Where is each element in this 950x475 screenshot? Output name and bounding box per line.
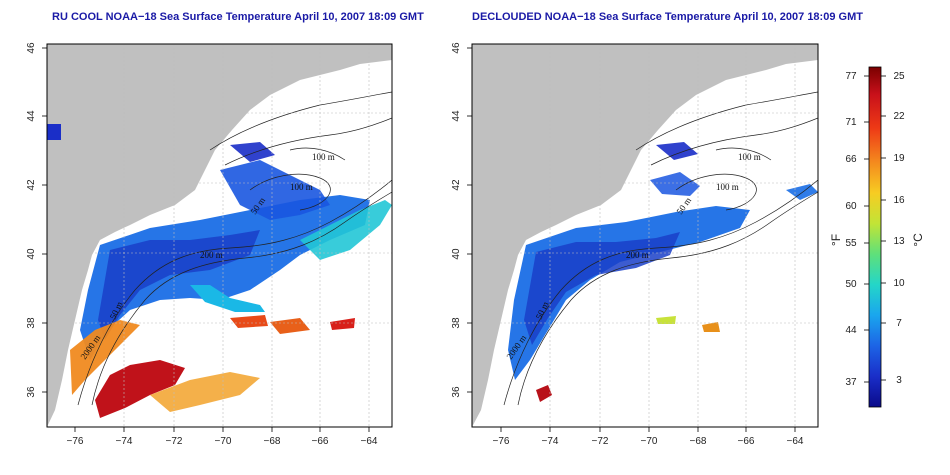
colorbar-f-tick: 66 bbox=[845, 154, 857, 165]
left-x-axis: −76 −74 −72 −70 −68 −66 −64 bbox=[67, 427, 378, 447]
x-tick-label: −68 bbox=[264, 436, 281, 447]
right-map-panel: 100 m 100 m 200 m 50 m 2000 m 50 m −76 −… bbox=[451, 42, 819, 447]
right-contour-label: 100 m bbox=[738, 152, 761, 162]
x-tick-label: −72 bbox=[592, 436, 609, 447]
right-sst-east bbox=[786, 184, 818, 200]
y-tick-label: 46 bbox=[26, 42, 37, 54]
colorbar-c-tick: 25 bbox=[893, 71, 905, 82]
colorbar-c-tick: 13 bbox=[893, 236, 905, 247]
y-tick-label: 44 bbox=[26, 110, 37, 122]
right-sst-shelf-dark bbox=[524, 232, 680, 345]
left-sst-bof bbox=[230, 142, 275, 162]
left-contour-label: 200 m bbox=[200, 250, 223, 260]
colorbar-c-tick: 3 bbox=[896, 375, 902, 386]
y-tick-label: 44 bbox=[451, 110, 462, 122]
x-tick-label: −76 bbox=[67, 436, 84, 447]
x-tick-label: −64 bbox=[361, 436, 378, 447]
colorbar: 77 71 66 60 55 50 44 37 25 22 19 16 13 1… bbox=[829, 66, 925, 408]
left-map-panel: 100 m 100 m 200 m 50 m 2000 m 50 m −76 −… bbox=[26, 42, 393, 447]
right-contour-label: 100 m bbox=[716, 182, 739, 192]
right-sst-eddy bbox=[702, 322, 720, 332]
colorbar-f-tick: 60 bbox=[845, 201, 857, 212]
left-sst-slope bbox=[300, 200, 392, 260]
right-sst-gulfstream bbox=[536, 385, 552, 402]
y-tick-label: 46 bbox=[451, 42, 462, 54]
x-tick-label: −70 bbox=[215, 436, 232, 447]
left-panel-title: RU COOL NOAA−18 Sea Surface Temperature … bbox=[52, 11, 424, 23]
left-sst-warm-east bbox=[150, 372, 260, 412]
y-tick-label: 40 bbox=[451, 248, 462, 260]
left-sst-gom bbox=[220, 160, 330, 220]
right-sst-eddy2 bbox=[656, 316, 676, 324]
colorbar-c-tick: 10 bbox=[893, 278, 905, 289]
left-sst-fragment bbox=[47, 124, 61, 140]
left-grid bbox=[47, 44, 392, 427]
right-land bbox=[472, 44, 818, 427]
left-bathymetry-contours bbox=[77, 91, 392, 406]
left-sst-eddy3 bbox=[330, 318, 355, 330]
x-tick-label: −66 bbox=[312, 436, 329, 447]
y-tick-label: 42 bbox=[451, 179, 462, 191]
y-tick-label: 36 bbox=[451, 386, 462, 398]
left-land bbox=[47, 44, 392, 427]
colorbar-c-tick: 7 bbox=[896, 318, 902, 329]
colorbar-gradient bbox=[868, 66, 882, 408]
colorbar-f-tick: 55 bbox=[845, 238, 857, 249]
colorbar-f-tick: 50 bbox=[845, 279, 857, 290]
right-sst-gom bbox=[650, 172, 700, 196]
y-tick-label: 36 bbox=[26, 386, 37, 398]
y-tick-label: 42 bbox=[26, 179, 37, 191]
colorbar-f-tick: 37 bbox=[845, 377, 857, 388]
colorbar-fahrenheit-label: °F bbox=[829, 234, 843, 246]
left-contour-label: 100 m bbox=[312, 152, 335, 162]
x-tick-label: −68 bbox=[690, 436, 707, 447]
left-sst-warm bbox=[70, 320, 140, 395]
x-tick-label: −74 bbox=[542, 436, 559, 447]
x-tick-label: −72 bbox=[166, 436, 183, 447]
left-sst-eddy bbox=[230, 315, 268, 328]
y-tick-label: 38 bbox=[26, 317, 37, 329]
left-y-axis: 46 44 42 40 38 36 bbox=[26, 42, 47, 398]
left-contour-label: 100 m bbox=[290, 182, 313, 192]
x-tick-label: −76 bbox=[493, 436, 510, 447]
colorbar-c-tick: 16 bbox=[893, 195, 905, 206]
y-tick-label: 38 bbox=[451, 317, 462, 329]
colorbar-c-tick: 19 bbox=[893, 153, 905, 164]
right-grid bbox=[472, 44, 818, 427]
x-tick-label: −64 bbox=[787, 436, 804, 447]
left-sst-gulfstream bbox=[95, 360, 185, 418]
x-tick-label: −70 bbox=[641, 436, 658, 447]
colorbar-f-tick: 44 bbox=[845, 325, 857, 336]
x-tick-label: −66 bbox=[738, 436, 755, 447]
colorbar-c-tick: 22 bbox=[893, 111, 905, 122]
x-tick-label: −74 bbox=[116, 436, 133, 447]
left-sst-eddy2 bbox=[270, 318, 310, 334]
right-panel-title: DECLOUDED NOAA−18 Sea Surface Temperatur… bbox=[472, 11, 863, 23]
colorbar-f-tick: 71 bbox=[845, 117, 857, 128]
colorbar-f-tick: 77 bbox=[845, 71, 857, 82]
left-sst-shelf-dark bbox=[98, 230, 260, 340]
right-y-axis: 46 44 42 40 38 36 bbox=[451, 42, 472, 398]
right-contour-label: 200 m bbox=[626, 250, 649, 260]
right-x-axis: −76 −74 −72 −70 −68 −66 −64 bbox=[493, 427, 804, 447]
left-sst-ring bbox=[190, 285, 265, 312]
colorbar-celsius-label: °C bbox=[911, 233, 925, 247]
y-tick-label: 40 bbox=[26, 248, 37, 260]
right-sst-bof bbox=[656, 142, 698, 160]
